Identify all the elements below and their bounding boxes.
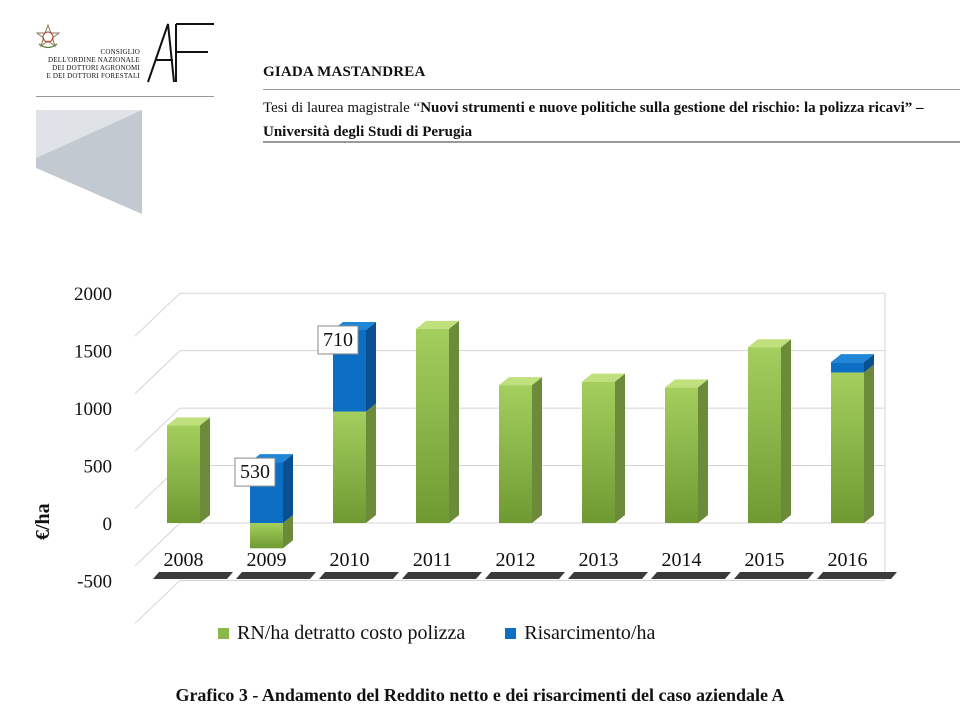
y-tick-label: 0 [103, 514, 113, 535]
thesis-suffix: ” – Università degli Studi di Perugia [263, 100, 924, 140]
bar-rn-2013-side [615, 373, 625, 523]
legend-item-risarcimento: Risarcimento/ha [505, 622, 655, 645]
y-tick-label: 2000 [74, 284, 112, 305]
bar-rn-2008-side [200, 417, 210, 523]
legend-swatch-rn [218, 628, 229, 639]
bar-rn-2011-top [416, 320, 459, 329]
x-tick-label: 2008 [164, 549, 204, 571]
chevron-decoration-icon [36, 110, 142, 214]
x-tick-label: 2010 [330, 549, 370, 571]
x-tick-label: 2016 [828, 549, 868, 571]
bar-rn-2015-side [781, 339, 791, 523]
author-name: GIADA MASTANDREA [263, 64, 426, 80]
bar-rn-2013 [582, 381, 615, 523]
bar-risarcimento-2010-side [366, 321, 376, 412]
bar-rn-2014-side [698, 379, 708, 523]
thesis-prefix: Tesi di laurea magistrale “ [263, 100, 421, 116]
x-axis-shadow-segment [402, 572, 482, 579]
legend-label-risarcimento: Risarcimento/ha [524, 622, 656, 644]
italian-republic-emblem-icon [36, 24, 60, 49]
bar-rn-2015-top [748, 339, 791, 348]
y-tick-label: 1000 [74, 399, 112, 420]
data-label: 530 [240, 461, 270, 483]
x-tick-label: 2015 [745, 549, 785, 571]
bar-rn-2014-top [665, 379, 708, 388]
x-axis-shadow-segment [153, 572, 233, 579]
x-tick-label: 2014 [662, 549, 702, 571]
gridline-diagonal [134, 350, 181, 395]
bar-rn-2008 [167, 425, 200, 523]
chart-legend: RN/ha detratto costo polizza Risarciment… [218, 622, 695, 645]
x-tick-label: 2011 [413, 549, 452, 571]
legend-item-rn: RN/ha detratto costo polizza [218, 622, 465, 645]
bar-rn-2010-side [366, 403, 376, 523]
council-name: CONSIGLIO DELL'ORDINE NAZIONALE DEI DOTT… [46, 48, 140, 80]
bar-rn-2010 [333, 411, 366, 523]
bar-rn-2012-top [499, 377, 542, 386]
author-divider [263, 89, 960, 90]
bar-risarcimento-2016 [831, 362, 864, 373]
header-divider [36, 96, 214, 97]
bar-risarcimento-2016-side [864, 354, 874, 373]
gridline-diagonal [134, 522, 181, 567]
x-axis-shadow-segment [734, 572, 814, 579]
x-tick-label: 2009 [247, 549, 287, 571]
gridline-diagonal [134, 292, 181, 337]
gridline-diagonal [134, 407, 181, 452]
data-label: 710 [323, 329, 353, 351]
thesis-title-bold: Nuovi strumenti e nuove politiche sulla … [420, 100, 905, 116]
x-axis-shadow-segment [817, 572, 897, 579]
bar-rn-2013-top [582, 373, 625, 382]
bar-rn-2009-side [283, 515, 293, 549]
bar-rn-2011 [416, 328, 449, 523]
x-axis-shadow-segment [651, 572, 731, 579]
bar-rn-2016-side [864, 364, 874, 523]
y-tick-label: -500 [77, 571, 112, 592]
bar-rn-2016 [831, 372, 864, 523]
chart-caption: Grafico 3 - Andamento del Reddito netto … [175, 685, 785, 705]
y-axis-label: €/ha [32, 503, 54, 540]
y-tick-label: 1500 [74, 342, 112, 363]
bar-rn-2009 [250, 523, 283, 549]
gridline-diagonal [134, 580, 181, 624]
x-axis-shadow-segment [485, 572, 565, 579]
bar-rn-2008-top [167, 417, 210, 426]
bar-rn-2014 [665, 387, 698, 523]
data-label-box [234, 457, 276, 487]
data-label-box [317, 325, 359, 355]
x-tick-label: 2012 [496, 549, 536, 571]
af-logo-icon [147, 23, 214, 83]
x-axis-shadow-segment [236, 572, 316, 579]
thesis-divider [263, 141, 960, 143]
bar-risarcimento-2009-side [283, 454, 293, 523]
thesis-title: Tesi di laurea magistrale “Nuovi strumen… [263, 96, 953, 144]
y-tick-label: 500 [84, 457, 113, 478]
bar-rn-2011-side [449, 320, 459, 523]
x-tick-label: 2013 [579, 549, 619, 571]
bar-rn-2015 [748, 347, 781, 523]
legend-label-rn: RN/ha detratto costo polizza [237, 622, 466, 644]
x-axis-shadow-segment [319, 572, 399, 579]
bar-risarcimento-2016-top [831, 354, 874, 363]
legend-swatch-risarcimento [505, 628, 517, 639]
bar-rn-2012 [499, 385, 532, 523]
bar-rn-2012-side [532, 377, 542, 523]
x-axis-shadow-segment [568, 572, 648, 579]
